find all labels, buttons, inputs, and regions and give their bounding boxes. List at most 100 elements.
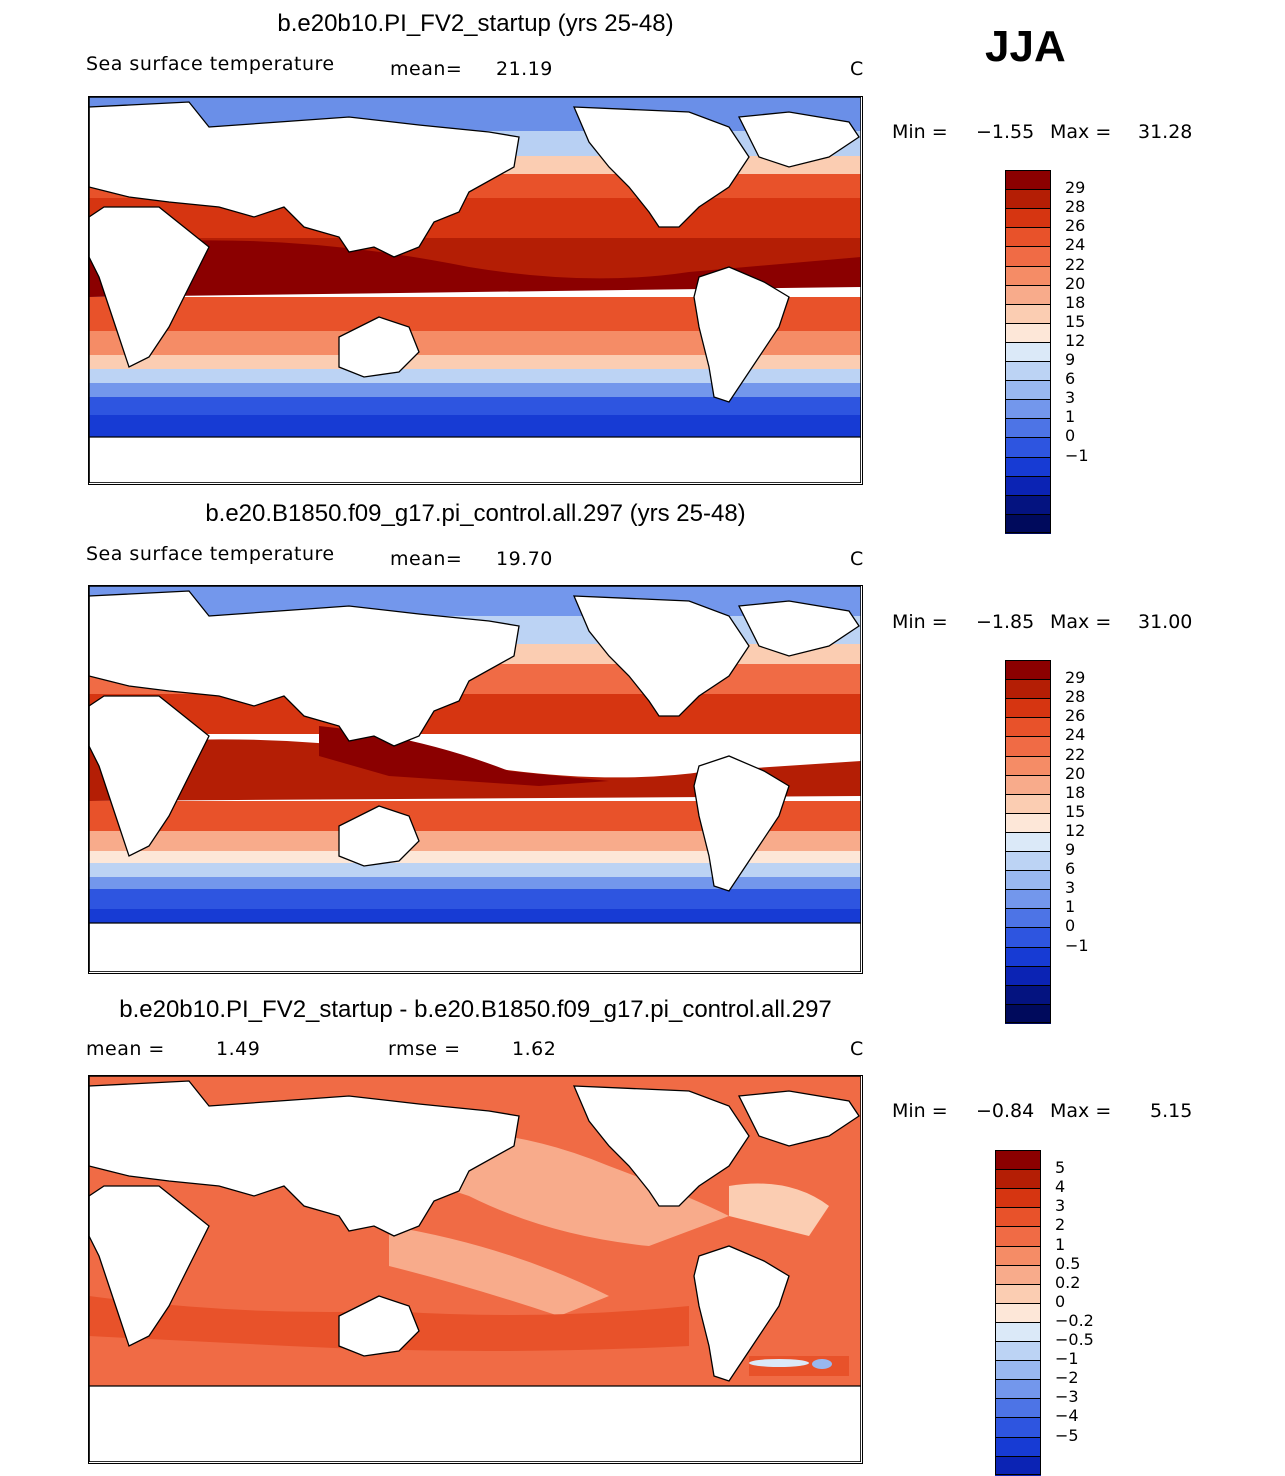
panel-1-max-label: Max = [1050,121,1112,143]
colorbar-cell [995,1379,1041,1400]
colorbar-tick-label: −1 [1065,445,1089,465]
continents [89,590,861,972]
colorbar-cell [1005,774,1051,795]
panel-1-min-label: Min = [892,121,948,143]
colorbar-tick-label: −5 [1055,1425,1079,1445]
colorbar-cell [995,1341,1041,1362]
colorbar-tick-label: 28 [1065,197,1086,217]
colorbar-tick-label: 15 [1065,311,1086,331]
colorbar-cell [1005,170,1051,191]
panel-1-mean-label: mean= [390,58,463,80]
colorbar-tick-label: 0.2 [1055,1272,1081,1292]
colorbar-cell [995,1321,1041,1342]
panel-2-min-value: −1.85 [976,611,1035,633]
season-label: JJA [985,22,1066,71]
colorbar-tick-label: 24 [1065,235,1086,255]
colorbar-tick-label: 9 [1065,350,1076,369]
panel-2-max-value: 31.00 [1138,611,1193,633]
colorbar-tick-label: 0.5 [1055,1253,1081,1273]
colorbar-cell [995,1436,1041,1457]
panel-3-mean-label: mean = [86,1038,165,1060]
panel-3-rmse-label: rmse = [388,1038,461,1060]
continents [89,101,861,483]
colorbar-tick-label: 26 [1065,706,1086,726]
colorbar-tick-label: −2 [1055,1368,1079,1388]
colorbar-tick-label: 24 [1065,725,1086,745]
colorbar-cell [995,1398,1041,1419]
colorbar-cell [1005,513,1051,534]
colorbar-tick-label: 15 [1065,801,1086,821]
panel-3-units: C [850,1038,864,1060]
colorbar-tick-label: 18 [1065,782,1086,802]
colorbar-cell [1005,265,1051,286]
colorbar-tick-label: −4 [1055,1406,1079,1426]
colorbar-cell [1005,361,1051,382]
colorbar-frame [995,1150,1041,1475]
continents [89,1080,861,1462]
colorbar-cell [995,1245,1041,1266]
colorbar-cell [995,1188,1041,1209]
colorbar-cell [1005,965,1051,986]
colorbar-cell [1005,851,1051,872]
colorbar-cell [1005,984,1051,1005]
panel-3-min-value: −0.84 [976,1100,1035,1122]
colorbar-cell [1005,908,1051,929]
colorbar-tick-label: 12 [1065,330,1086,350]
panel-1-map-svg [89,97,861,483]
colorbar-cell [995,1169,1041,1190]
panel-3-mean-value: 1.49 [216,1038,261,1060]
colorbar-tick-label: 0 [1065,916,1076,936]
panel-1-min-value: −1.55 [976,121,1035,143]
panel-2-variable-label: Sea surface temperature [86,543,335,565]
colorbar-tick-label: 3 [1055,1196,1066,1216]
colorbar-tick-label: 0 [1065,426,1076,446]
colorbar-cell [1005,755,1051,776]
panel-1-map [88,96,863,485]
colorbar-cell [1005,227,1051,248]
colorbar-tick-label: 1 [1065,407,1076,427]
colorbar-cell [995,1360,1041,1381]
colorbar-tick-label: −1 [1055,1349,1079,1369]
panel-2-mean-value: 19.70 [496,548,553,570]
panel-1-mean-value: 21.19 [496,58,553,80]
colorbar-tick-label: 20 [1065,763,1086,783]
panel-2-title: b.e20.B1850.f09_g17.pi_control.all.297 (… [205,500,746,527]
colorbar-tick-label: 28 [1065,687,1086,707]
panel-3-max-value: 5.15 [1150,1100,1193,1122]
colorbar-tick-label: 1 [1055,1234,1066,1254]
colorbar-cell [1005,494,1051,515]
colorbar-cell [1005,698,1051,719]
colorbar-cell [1005,456,1051,477]
panel-2-map [88,585,863,974]
colorbar-tick-label: 0 [1055,1291,1066,1311]
colorbar-tick-label: −0.2 [1055,1310,1094,1330]
colorbar-cell [1005,380,1051,401]
colorbar-cell [1005,1003,1051,1024]
colorbar-cell [1005,660,1051,681]
panel-1-title: b.e20b10.PI_FV2_startup (yrs 25-48) [277,10,674,37]
panel-2-mean-label: mean= [390,548,463,570]
panel-3-map-svg [89,1076,861,1462]
colorbar-frame [1005,170,1051,533]
colorbar-cell [1005,736,1051,757]
colorbar-cell [1005,946,1051,967]
panel-3-title: b.e20b10.PI_FV2_startup - b.e20.B1850.f0… [119,996,832,1023]
colorbar-cell [1005,341,1051,362]
colorbar-tick-label: −3 [1055,1387,1079,1407]
panel-3-min-label: Min = [892,1100,948,1122]
colorbar-tick-label: 6 [1065,369,1076,389]
colorbar-cell [995,1417,1041,1438]
colorbar-tick-label: −0.5 [1055,1330,1094,1349]
panel-1-units: C [850,58,864,80]
colorbar-cell [995,1226,1041,1247]
colorbar-tick-label: 6 [1065,859,1076,879]
colorbar-cell [1005,717,1051,738]
colorbar-cell [1005,418,1051,439]
panel-3-rmse-value: 1.62 [512,1038,557,1060]
colorbar-tick-label: 18 [1065,292,1086,312]
colorbar-cell [1005,793,1051,814]
colorbar-cell [995,1302,1041,1323]
colorbar-cell [1005,246,1051,267]
colorbar-tick-label: 4 [1055,1177,1066,1197]
colorbar-tick-label: 29 [1065,668,1086,688]
